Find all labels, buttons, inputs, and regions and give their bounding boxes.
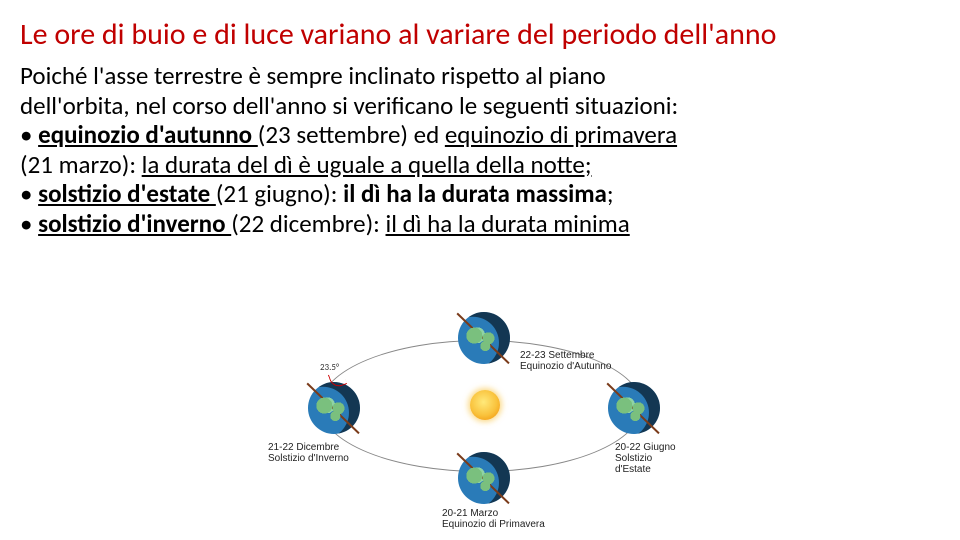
label-spring-name: Equinozio di Primavera xyxy=(442,519,545,530)
label-summer: 20-22 Giugno Solstizio d'Estate xyxy=(615,442,690,475)
b1-line2a: (21 marzo): xyxy=(20,149,142,180)
label-summer-date: 20-22 Giugno xyxy=(615,442,690,453)
label-spring: 20-21 Marzo Equinozio di Primavera xyxy=(442,508,545,530)
bullet-dot: • xyxy=(20,119,38,150)
b2-bold: il dì ha la durata massima xyxy=(343,178,607,209)
intro-line-1: Poiché l'asse terrestre è sempre inclina… xyxy=(20,61,940,91)
b1-mid: (23 settembre) ed xyxy=(258,119,445,150)
b1-line2b: la durata del dì è uguale a quella della… xyxy=(142,149,592,180)
orbit-diagram: 23.5° 22-23 Settembre Equinozio d'Autunn… xyxy=(270,280,690,530)
label-spring-date: 20-21 Marzo xyxy=(442,508,545,519)
label-summer-name: Solstizio d'Estate xyxy=(615,453,690,475)
bullet-3: • solstizio d'inverno (22 dicembre): il … xyxy=(20,209,940,239)
bullet-1-line2: (21 marzo): la durata del dì è uguale a … xyxy=(20,150,940,180)
sun-icon xyxy=(470,390,500,420)
label-winter-date: 21-22 Dicembre xyxy=(268,442,349,453)
bullet-2: • solstizio d'estate (21 giugno): il dì … xyxy=(20,179,940,209)
term-equinox-autumn: equinozio d'autunno xyxy=(38,119,258,150)
b3-bold: il dì ha la durata minima xyxy=(386,208,630,239)
label-autumn: 22-23 Settembre Equinozio d'Autunno xyxy=(520,350,611,372)
term-solstice-winter: solstizio d'inverno xyxy=(38,208,231,239)
b2-mid: (21 giugno): xyxy=(216,178,343,209)
bullet-1: • equinozio d'autunno (23 settembre) ed … xyxy=(20,120,940,150)
term-solstice-summer: solstizio d'estate xyxy=(38,178,216,209)
term-equinox-spring: equinozio di primavera xyxy=(445,119,677,150)
slide-body: Poiché l'asse terrestre è sempre inclina… xyxy=(20,61,940,238)
bullet-dot: • xyxy=(20,178,38,209)
bullet-dot: • xyxy=(20,208,38,239)
label-autumn-date: 22-23 Settembre xyxy=(520,350,611,361)
label-winter-name: Solstizio d'Inverno xyxy=(268,453,349,464)
slide: Le ore di buio e di luce variano al vari… xyxy=(0,0,960,540)
intro-line-2: dell'orbita, nel corso dell'anno si veri… xyxy=(20,91,940,121)
b3-mid: (22 dicembre): xyxy=(231,208,385,239)
label-winter: 21-22 Dicembre Solstizio d'Inverno xyxy=(268,442,349,464)
slide-title: Le ore di buio e di luce variano al vari… xyxy=(20,18,940,51)
label-autumn-name: Equinozio d'Autunno xyxy=(520,361,611,372)
b2-tail: ; xyxy=(607,178,614,209)
